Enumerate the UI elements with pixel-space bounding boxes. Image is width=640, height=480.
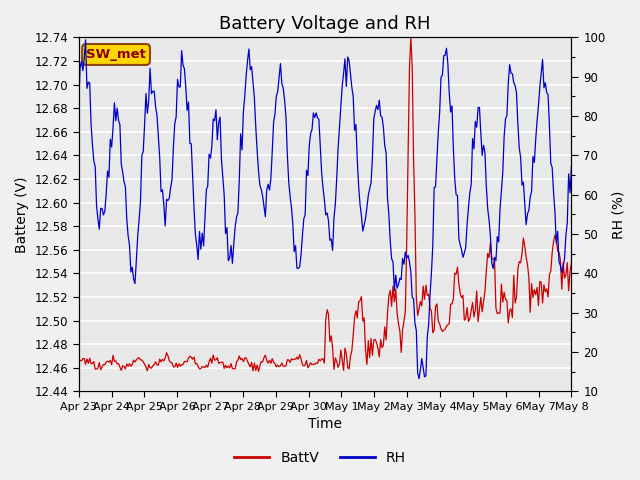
Y-axis label: Battery (V): Battery (V): [15, 176, 29, 252]
Text: SW_met: SW_met: [86, 48, 146, 61]
Title: Battery Voltage and RH: Battery Voltage and RH: [220, 15, 431, 33]
Y-axis label: RH (%): RH (%): [611, 190, 625, 239]
X-axis label: Time: Time: [308, 418, 342, 432]
Legend: BattV, RH: BattV, RH: [229, 445, 411, 471]
